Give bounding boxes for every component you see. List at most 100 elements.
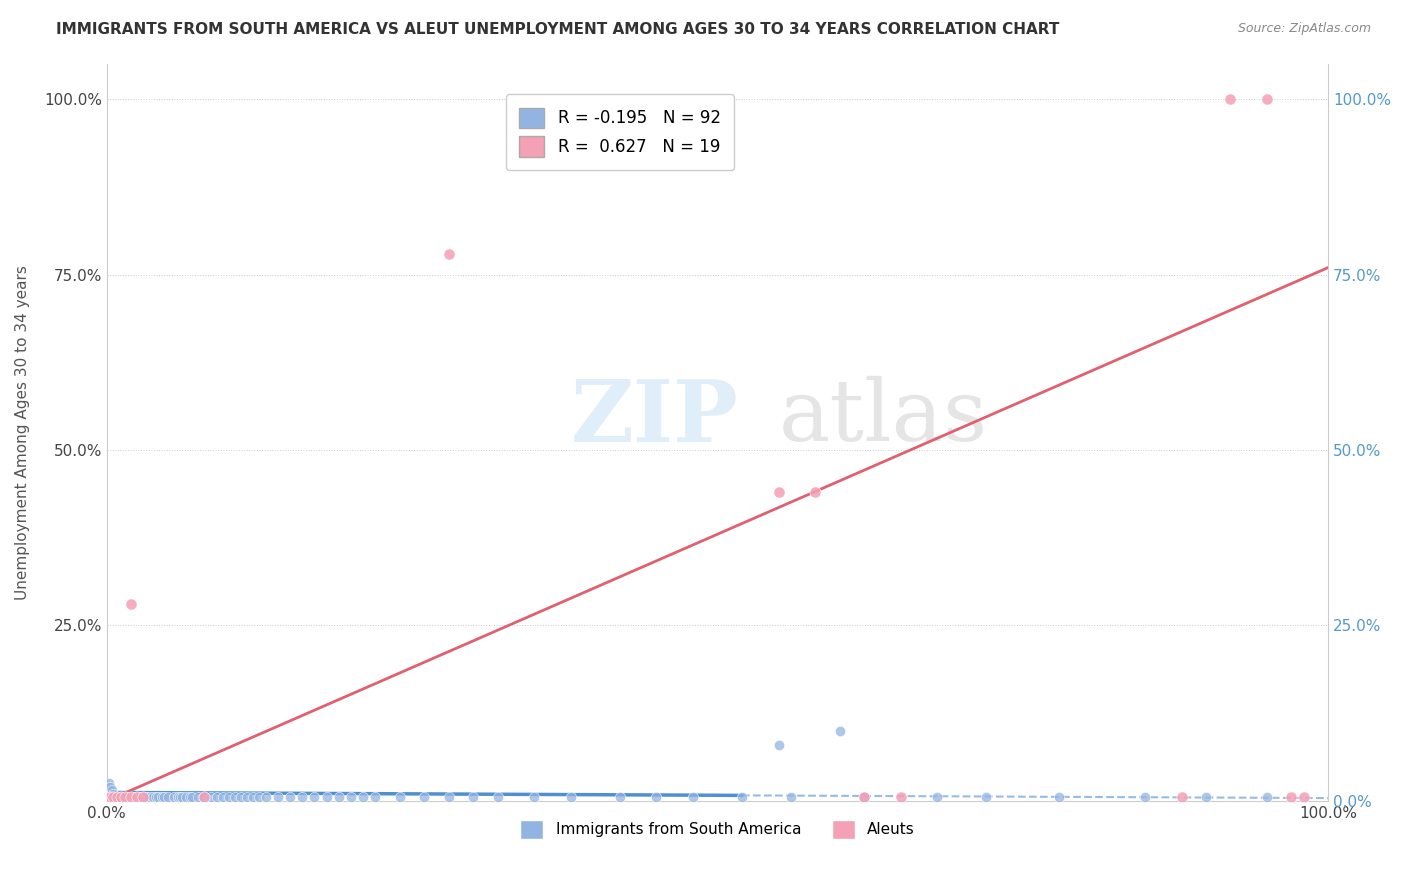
Point xyxy=(163,790,186,805)
Point xyxy=(97,780,120,794)
Text: Source: ZipAtlas.com: Source: ZipAtlas.com xyxy=(1237,22,1371,36)
Point xyxy=(127,790,149,805)
Point xyxy=(609,790,631,805)
Point xyxy=(124,790,146,805)
Point xyxy=(731,790,754,805)
Point xyxy=(98,787,121,801)
Point xyxy=(267,790,290,805)
Point xyxy=(853,790,876,805)
Point xyxy=(1256,790,1278,805)
Point xyxy=(352,790,374,805)
Point xyxy=(463,790,485,805)
Point xyxy=(111,790,134,805)
Point xyxy=(156,790,179,805)
Point xyxy=(172,790,194,805)
Point xyxy=(229,790,252,805)
Text: IMMIGRANTS FROM SOUTH AMERICA VS ALEUT UNEMPLOYMENT AMONG AGES 30 TO 34 YEARS CO: IMMIGRANTS FROM SOUTH AMERICA VS ALEUT U… xyxy=(56,22,1060,37)
Point xyxy=(224,790,246,805)
Point xyxy=(98,776,121,790)
Point xyxy=(413,790,436,805)
Point xyxy=(114,790,136,805)
Point xyxy=(128,790,150,805)
Point xyxy=(437,246,460,260)
Point xyxy=(315,790,337,805)
Point xyxy=(110,790,132,805)
Point xyxy=(101,787,124,801)
Point xyxy=(135,790,157,805)
Point xyxy=(132,790,155,805)
Point xyxy=(1292,790,1315,805)
Point xyxy=(166,790,188,805)
Point xyxy=(105,790,128,805)
Point xyxy=(117,790,139,805)
Point xyxy=(291,790,314,805)
Point xyxy=(181,790,204,805)
Point xyxy=(560,790,582,805)
Point xyxy=(200,790,222,805)
Point xyxy=(121,790,143,805)
Point xyxy=(128,790,150,805)
Point xyxy=(804,485,827,500)
Point xyxy=(278,790,301,805)
Point xyxy=(179,790,201,805)
Point xyxy=(103,790,125,805)
Point xyxy=(340,790,363,805)
Y-axis label: Unemployment Among Ages 30 to 34 years: Unemployment Among Ages 30 to 34 years xyxy=(15,265,30,600)
Point xyxy=(1133,790,1156,805)
Point xyxy=(138,790,160,805)
Point xyxy=(768,738,790,752)
Text: ZIP: ZIP xyxy=(571,376,738,459)
Point xyxy=(1170,790,1192,805)
Point xyxy=(682,790,704,805)
Point xyxy=(120,790,142,805)
Point xyxy=(108,790,131,805)
Point xyxy=(122,790,145,805)
Point xyxy=(853,790,876,805)
Point xyxy=(1256,92,1278,106)
Point xyxy=(108,790,131,805)
Point xyxy=(112,790,135,805)
Point xyxy=(828,723,851,738)
Point xyxy=(120,790,142,805)
Legend: Immigrants from South America, Aleuts: Immigrants from South America, Aleuts xyxy=(515,814,921,845)
Point xyxy=(100,780,122,794)
Point xyxy=(118,790,141,805)
Point xyxy=(211,790,233,805)
Point xyxy=(1195,790,1218,805)
Text: atlas: atlas xyxy=(779,376,987,459)
Point xyxy=(118,790,141,805)
Point xyxy=(125,790,148,805)
Point xyxy=(97,787,120,801)
Point xyxy=(218,790,240,805)
Point xyxy=(169,790,191,805)
Point xyxy=(388,790,411,805)
Point xyxy=(110,790,132,805)
Point xyxy=(146,790,169,805)
Point xyxy=(129,790,152,805)
Point xyxy=(768,485,790,500)
Point xyxy=(437,790,460,805)
Point xyxy=(236,790,259,805)
Point xyxy=(100,790,122,805)
Point xyxy=(1281,790,1303,805)
Point xyxy=(249,790,271,805)
Point xyxy=(100,787,122,801)
Point xyxy=(100,790,122,805)
Point xyxy=(304,790,326,805)
Point xyxy=(205,790,228,805)
Point xyxy=(779,790,801,805)
Point xyxy=(145,790,167,805)
Point xyxy=(486,790,509,805)
Point xyxy=(890,790,912,805)
Point xyxy=(132,790,155,805)
Point xyxy=(100,783,122,797)
Point xyxy=(114,790,136,805)
Point xyxy=(127,790,149,805)
Point xyxy=(974,790,997,805)
Point xyxy=(142,790,165,805)
Point xyxy=(104,790,127,805)
Point xyxy=(364,790,387,805)
Point xyxy=(153,790,176,805)
Point xyxy=(328,790,350,805)
Point xyxy=(120,598,142,612)
